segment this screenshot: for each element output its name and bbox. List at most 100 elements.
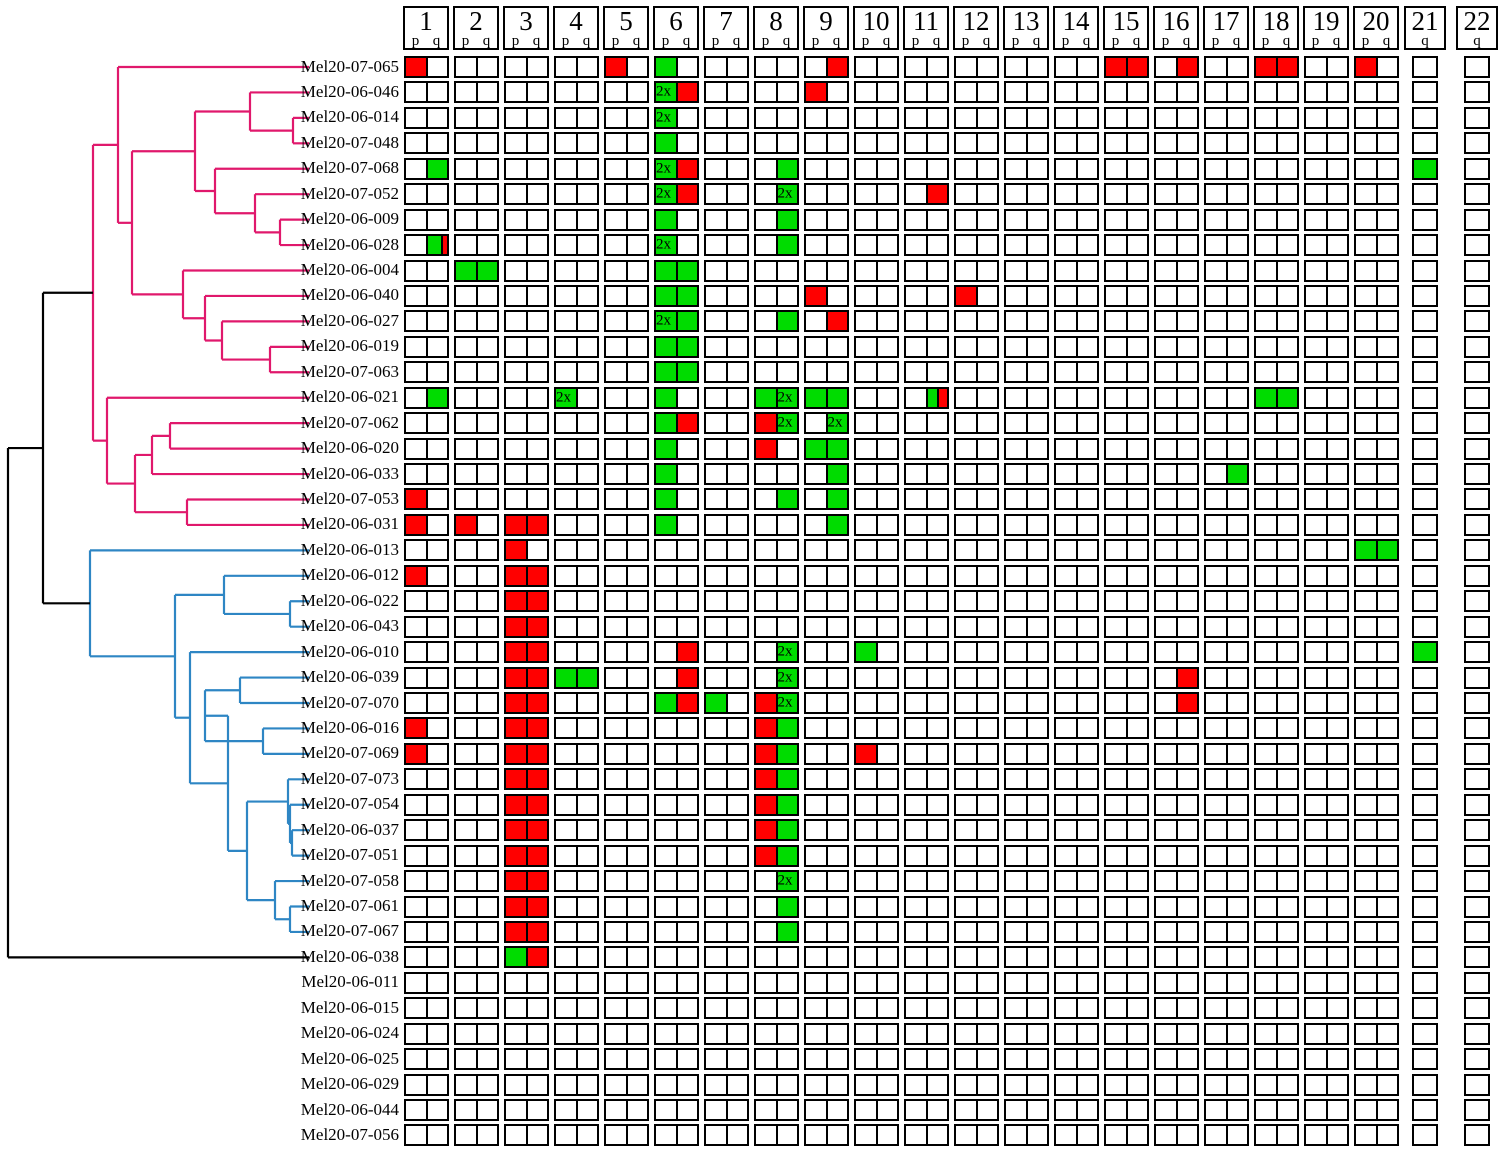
cnv-cell-group: 2x [654, 157, 699, 180]
cnv-cell-20q [1375, 312, 1398, 331]
cnv-cell-12p [956, 694, 976, 712]
cnv-cell-22q [1466, 948, 1488, 966]
cnv-cell-group [504, 666, 549, 689]
cnv-cell-18q [1275, 185, 1298, 204]
cnv-cell-5q [625, 1126, 648, 1145]
cnv-cell-group [1154, 819, 1199, 842]
cnv-cell-group [1204, 157, 1249, 180]
cnv-cell-20q [1375, 337, 1398, 356]
cnv-cell-group [904, 412, 949, 435]
cnv-cell-group [704, 692, 749, 714]
cnv-cell-group [1004, 717, 1049, 740]
cnv-cell-15p [1106, 923, 1126, 941]
cnv-cell-16p [1156, 389, 1176, 407]
cnv-cell-2p [456, 515, 476, 534]
cnv-cell-group [1354, 920, 1399, 943]
cnv-cell-4q [575, 821, 598, 840]
cnv-cell-group [554, 157, 599, 180]
cnv-cell-11p [906, 1050, 926, 1068]
cnv-cell-group [1304, 1099, 1349, 1122]
cnv-cell-group [1254, 335, 1299, 358]
cnv-cell-16q [1175, 1075, 1198, 1094]
cnv-cell-12q [975, 83, 998, 102]
cnv-cell-15q [1125, 414, 1148, 433]
cnv-cell-19q [1325, 719, 1348, 738]
cnv-cell-12q [975, 643, 998, 662]
cnv-cell-19p [1306, 58, 1326, 76]
cnv-cell-group [754, 946, 799, 969]
sample-label: Mel20-07-052 [300, 183, 399, 203]
cnv-cell-4q [575, 286, 598, 305]
cnv-cell-11q [925, 846, 948, 865]
cnv-cell-15p [1106, 974, 1126, 992]
cnv-cell-group [1304, 717, 1349, 740]
cnv-cell-11p [906, 719, 926, 737]
cnv-cell-22q [1466, 770, 1488, 788]
cnv-cell-10q [875, 58, 898, 76]
cnv-cell-18q [1275, 1050, 1298, 1069]
cnv-cell-6q [675, 643, 697, 662]
cnv-cell-20p [1356, 1050, 1376, 1068]
cnv-cell-group [1464, 488, 1490, 511]
cnv-cell-group [1254, 463, 1299, 486]
cnv-cell-3p [506, 770, 526, 789]
cnv-cell-21q [1414, 948, 1436, 966]
cnv-cell-1q [425, 185, 448, 204]
cnv-cell-group [804, 666, 849, 689]
cnv-cell-group [1054, 793, 1099, 816]
cnv-cell-21q [1414, 821, 1436, 839]
cnv-cell-17q [1225, 83, 1248, 102]
cnv-cell-3p [506, 58, 526, 76]
cnv-cell-22q [1466, 745, 1488, 763]
cnv-cell-group [1354, 412, 1399, 435]
cnv-cell-19p [1306, 618, 1326, 636]
cnv-cell-group [554, 946, 599, 969]
cnv-cell-19q [1325, 643, 1348, 662]
cnv-cell-18q [1275, 286, 1298, 305]
cnv-cell-5p [606, 1076, 626, 1094]
cnv-cell-8q [775, 719, 797, 738]
cnv-cell-group [504, 1048, 549, 1071]
cnv-cell-group [404, 488, 449, 511]
cnv-cell-1q [425, 795, 448, 814]
cnv-cell-group [504, 1022, 549, 1045]
cnv-cell-19q [1325, 337, 1348, 356]
cnv-cell-17q [1225, 388, 1248, 407]
cnv-cell-17p [1206, 160, 1226, 178]
cnv-cell-22q [1466, 796, 1488, 814]
sample-label: Mel20-06-040 [300, 285, 399, 305]
cnv-cell-18p [1256, 694, 1276, 712]
arm-label-p: p [461, 33, 470, 49]
cnv-cell-8q [775, 897, 797, 916]
cnv-cell-8q [775, 1126, 798, 1145]
cnv-cell-group [1004, 259, 1049, 282]
cnv-cell-4q [575, 439, 598, 458]
cnv-cell-12p [956, 236, 976, 254]
cnv-cell-group [704, 539, 749, 562]
cnv-cell-1p [406, 515, 426, 534]
cnv-cell-15q [1125, 948, 1148, 967]
cnv-cell-group [554, 437, 599, 460]
cnv-cell-10q [875, 999, 898, 1018]
cnv-cell-9p [806, 439, 826, 458]
arm-label-q: q [1421, 33, 1429, 49]
cnv-cell-9p [806, 821, 826, 839]
cnv-cell-13q [1025, 1101, 1048, 1120]
cnv-cell-20q [1375, 643, 1398, 662]
chromosome-number: 11 [913, 6, 939, 36]
cnv-cell-4p [556, 872, 576, 890]
cnv-cell-18p [1256, 134, 1276, 152]
cell-note-2x: 2x [656, 236, 671, 253]
cnv-cell-21q [1414, 872, 1436, 890]
cnv-cell-8p [756, 58, 776, 76]
cnv-cell-group [954, 1048, 999, 1071]
cnv-cell-5q [625, 566, 648, 585]
sample-label: Mel20-06-046 [300, 81, 399, 101]
cnv-cell-1p [406, 312, 426, 330]
cnv-cell-21q [1414, 414, 1436, 432]
cnv-cell-7p [706, 83, 726, 101]
sample-label: Mel20-06-014 [300, 107, 399, 127]
cnv-cell-20q [1375, 1126, 1398, 1145]
cnv-cell-7p [706, 465, 726, 483]
